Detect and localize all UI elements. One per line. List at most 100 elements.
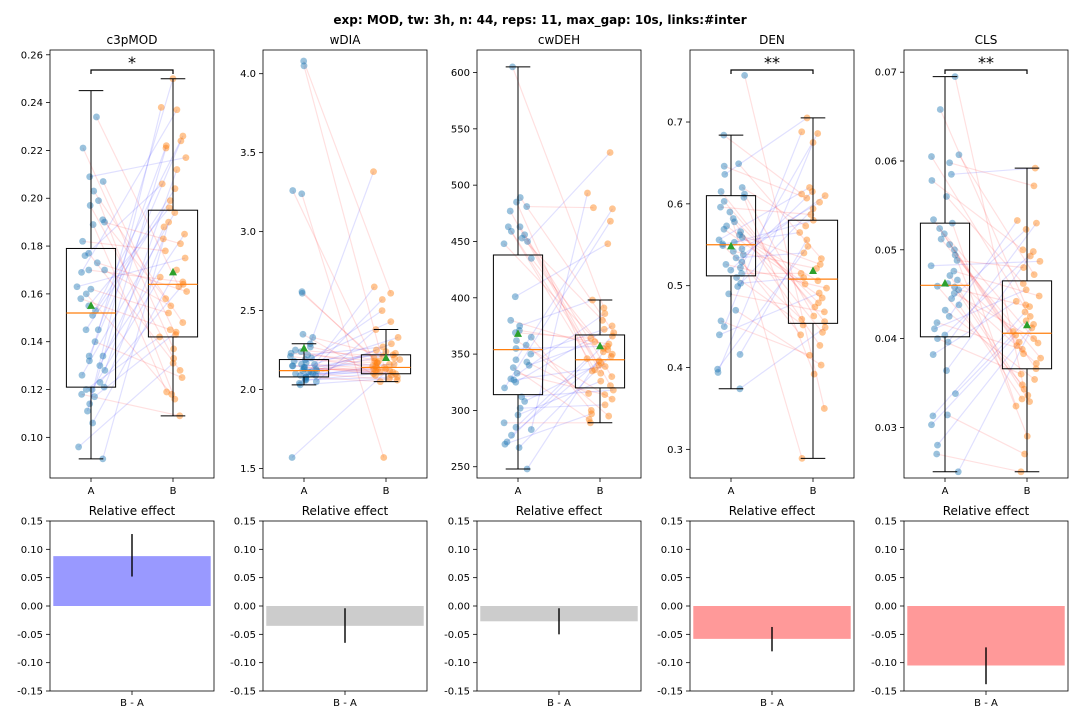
point-a (516, 194, 524, 201)
pair-link (305, 343, 392, 380)
y-tick-label: 0.15 (21, 517, 43, 528)
significance-bracket (944, 69, 1028, 74)
y-tick-label: 0.05 (875, 573, 897, 584)
point-b (179, 132, 187, 140)
point-a (736, 351, 744, 358)
point-a (85, 357, 93, 365)
point-a (719, 240, 727, 248)
point-a (955, 301, 963, 309)
point-b (394, 334, 402, 341)
point-b (607, 382, 614, 390)
pair-link (933, 219, 1025, 355)
point-a (287, 349, 295, 357)
pair-link (92, 269, 178, 424)
point-b (1026, 312, 1034, 320)
pair-link (526, 205, 594, 209)
point-b (820, 308, 828, 316)
point-a (292, 370, 299, 378)
y-tick-label: 1.5 (240, 464, 256, 475)
point-b (601, 310, 609, 317)
point-b (165, 218, 173, 226)
pair-link (951, 222, 1017, 407)
pair-link (951, 228, 1027, 300)
pair-link (519, 197, 615, 334)
pair-link (530, 192, 589, 430)
pair-link (305, 376, 398, 381)
pair-link (292, 363, 395, 367)
point-b (386, 360, 393, 368)
y-tick-label: 450 (451, 237, 470, 248)
point-b (811, 303, 819, 311)
point-a (89, 419, 97, 427)
point-b (378, 296, 386, 303)
point-b (588, 367, 596, 375)
point-a (527, 254, 535, 262)
point-a (515, 444, 523, 451)
pair-link (503, 243, 612, 357)
point-a (727, 266, 735, 274)
point-b (803, 194, 811, 202)
point-a (524, 238, 531, 245)
point-b (608, 350, 616, 358)
point-a (84, 407, 91, 415)
pair-link (510, 319, 608, 351)
point-b (1035, 292, 1043, 300)
point-a (715, 236, 723, 244)
point-b (396, 356, 404, 363)
pair-link (939, 228, 1037, 370)
point-a (934, 441, 941, 449)
pair-link (517, 380, 602, 416)
pair-link (99, 283, 184, 383)
point-a (518, 234, 526, 242)
point-b (587, 407, 595, 414)
pair-link (76, 257, 186, 288)
y-tick-label: 4.0 (240, 69, 256, 80)
point-a (717, 317, 725, 325)
pair-link (947, 283, 1037, 364)
point-b (814, 277, 822, 285)
point-a (289, 362, 297, 370)
point-a (723, 222, 730, 230)
point-a (720, 323, 728, 331)
y-tick-label: 0.00 (448, 602, 470, 613)
pair-link (946, 196, 1024, 284)
effect-panel-c3pMOD: Relative effect -0.15 -0.10 -0.05 0.00 0.05 0.… (17, 504, 215, 709)
pair-link (94, 341, 183, 379)
point-a (930, 216, 937, 224)
effect-title: Relative effect (943, 504, 1030, 518)
pair-link (305, 358, 377, 364)
point-a (738, 245, 746, 253)
x-tick-label: B (170, 486, 177, 497)
point-b (806, 351, 814, 359)
y-tick-label: 2.5 (240, 306, 256, 317)
pair-link (86, 147, 167, 412)
point-b (1022, 301, 1030, 309)
point-a (512, 356, 520, 364)
point-b (816, 342, 824, 349)
point-a (943, 367, 950, 374)
pair-link (99, 226, 165, 366)
pair-link (95, 188, 176, 311)
y-tick-label: -0.15 (657, 687, 683, 698)
point-a (516, 322, 524, 330)
point-b (1031, 376, 1038, 383)
pair-link (949, 244, 1018, 347)
pair-link (737, 208, 814, 287)
axes-frame (903, 49, 1069, 479)
point-b (609, 386, 617, 394)
point-b (167, 302, 175, 310)
y-tick-label: 0.05 (661, 573, 683, 584)
point-b (372, 346, 380, 354)
pair-link (511, 66, 605, 309)
y-tick-label: 600 (451, 68, 470, 79)
point-a (501, 440, 509, 448)
pair-link (298, 299, 383, 384)
point-b (1029, 248, 1037, 255)
point-b (379, 343, 387, 351)
pair-link (944, 309, 1035, 380)
pair-link (302, 333, 376, 376)
point-a (85, 266, 93, 274)
point-b (815, 299, 822, 307)
point-a (737, 279, 745, 287)
point-a (90, 187, 98, 195)
